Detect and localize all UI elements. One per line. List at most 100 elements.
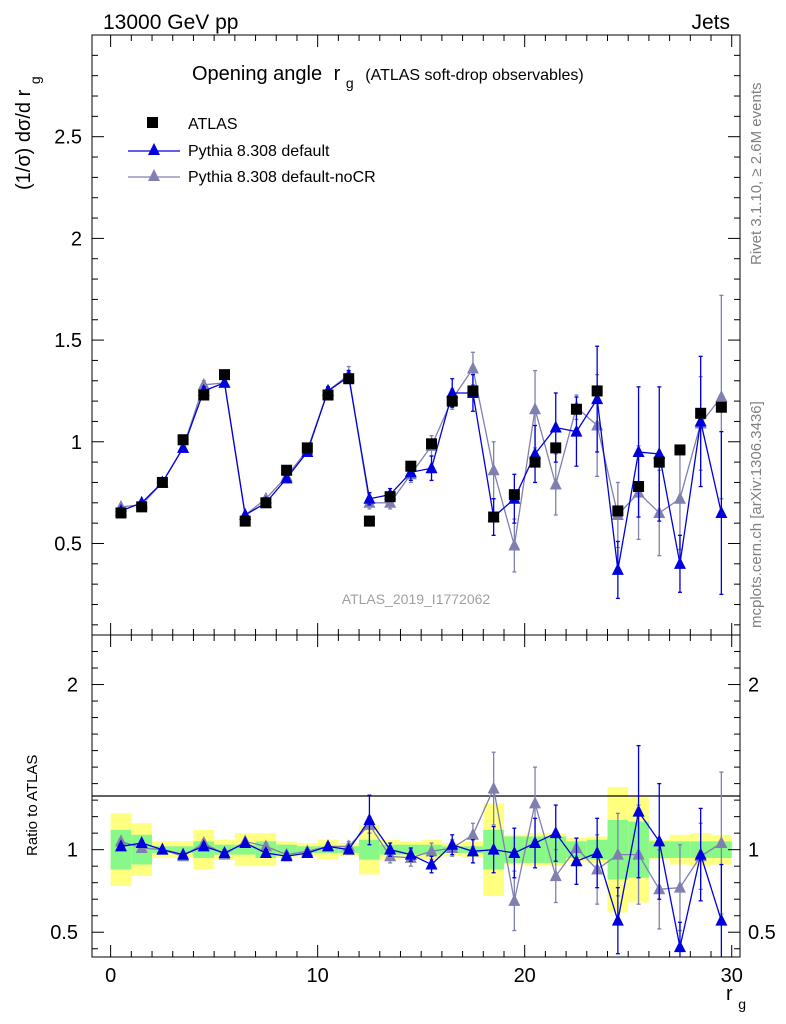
data-point [529,456,541,468]
xtick-label: 0 [105,965,116,987]
data-point [508,893,521,906]
ratio-ytick-label-left: 1 [67,840,78,862]
data-point [674,444,686,456]
chart-subtitle: (ATLAS soft-drop observables) [365,67,583,84]
analysis-watermark: ATLAS_2019_I1772062 [342,591,491,607]
data-point [591,392,604,405]
data-point [508,538,521,551]
data-point [487,842,500,855]
main-ytick-label: 0.5 [54,533,82,555]
data-point [301,442,313,454]
data-point [508,845,521,858]
data-point [466,844,479,857]
data-point [550,442,562,454]
svg-text:(1/σ) dσ/d r g: (1/σ) dσ/d r g [13,76,43,190]
data-point [446,385,459,398]
data-point [694,414,707,427]
data-point [611,847,624,860]
data-point [446,395,458,407]
data-point [218,845,231,858]
data-point [446,837,459,850]
data-point [529,796,542,809]
series-line [120,810,722,948]
ratio-y-axis-label: Ratio to ATLAS [24,755,41,856]
mcplots-label: mcplots.cern.ch [arXiv:1306.3436] [748,401,765,628]
data-point [632,804,645,817]
data-point [177,434,189,446]
data-point [342,842,355,855]
data-point [673,940,686,953]
data-point [114,839,127,852]
data-point [715,836,728,849]
ratio-ytick-label-left: 0.5 [50,922,78,944]
data-point [653,456,665,468]
data-point [653,834,666,847]
data-point [549,869,562,882]
data-point [322,839,335,852]
data-point [239,836,252,849]
ratio-band-inner [234,844,256,855]
data-point [177,847,190,860]
data-point [529,446,542,459]
data-point [715,390,728,403]
data-point [405,460,417,472]
data-point [529,836,542,849]
data-point [363,491,376,504]
data-point [301,845,314,858]
data-point [404,847,417,860]
main-y-axis-label-text: (1/σ) dσ/d r [13,89,35,190]
x-axis-label-text: r [726,983,733,1005]
data-point [549,420,562,433]
data-point [487,781,500,794]
legend-label-pythia-nocr: Pythia 8.308 default-noCR [188,169,376,186]
data-point [549,826,562,839]
data-point [632,444,645,457]
data-point [280,849,293,862]
legend-marker-pythia-nocr [148,169,160,181]
xtick-label: 10 [307,965,329,987]
ratio-y-ticks: 0.5 0.5 1 1 2 2 [50,651,776,950]
ratio-ytick-label-right: 2 [748,675,759,697]
legend-label-pythia-default: Pythia 8.308 default [188,143,330,160]
ratio-x-ticks: 0 10 20 30 [105,635,743,987]
data-point [156,842,169,855]
data-point [612,505,624,517]
data-point [611,562,624,575]
data-point [611,913,624,926]
xtick-label: 20 [514,965,536,987]
series-line [120,366,722,546]
legend-label-atlas: ATLAS [188,116,238,133]
data-point [259,845,272,858]
data-point [280,471,293,484]
data-point [363,812,376,825]
data-point [426,438,438,450]
main-y-axis-label-subscript: g [27,76,43,84]
data-point [673,491,686,504]
data-point [156,476,168,488]
data-point [322,389,334,401]
data-point [136,501,148,513]
data-point [259,839,272,852]
data-point [529,402,542,415]
main-x-ticks [110,35,733,635]
ratio-ytick-label-left: 2 [67,675,78,697]
data-point [466,361,479,374]
legend-marker-atlas [147,117,158,128]
data-point [694,847,707,860]
data-point [549,477,562,490]
data-point [695,407,707,419]
data-point [715,505,728,518]
main-panel: 0.5 1 1.5 2 2.5 Opening angle r g (ATLAS sof… [13,34,741,636]
data-point [218,369,230,381]
data-point [487,463,500,476]
ratio-y-axis-label-text: Ratio to ATLAS [24,755,41,856]
ratio-ytick-label-right: 1 [748,840,759,862]
data-point [570,403,582,415]
data-point [653,446,666,459]
chart-title: Opening angle r g (ATLAS soft-drop obser… [192,63,584,93]
data-point [466,827,479,840]
data-point [384,842,397,855]
data-point [197,377,210,390]
xtick-label: 30 [721,965,743,987]
chart-title-symbol: r [334,63,341,85]
